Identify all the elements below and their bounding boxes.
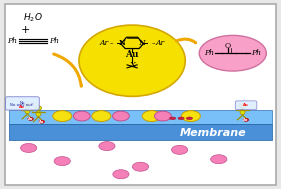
FancyBboxPatch shape bbox=[235, 101, 257, 110]
FancyArrowPatch shape bbox=[176, 39, 196, 43]
Text: Ar: Ar bbox=[155, 39, 165, 47]
Ellipse shape bbox=[240, 109, 245, 115]
Ellipse shape bbox=[73, 111, 90, 121]
Text: Au: Au bbox=[39, 120, 44, 124]
Ellipse shape bbox=[142, 111, 161, 122]
Ellipse shape bbox=[199, 35, 266, 71]
Text: X: X bbox=[129, 61, 135, 69]
Text: Au: Au bbox=[243, 118, 248, 122]
Ellipse shape bbox=[239, 104, 246, 108]
Polygon shape bbox=[9, 124, 272, 140]
Ellipse shape bbox=[36, 111, 41, 116]
Ellipse shape bbox=[113, 170, 129, 179]
Text: $H_2O$: $H_2O$ bbox=[23, 11, 43, 24]
Ellipse shape bbox=[186, 117, 192, 120]
Text: Au: Au bbox=[125, 50, 139, 59]
Polygon shape bbox=[9, 110, 272, 124]
Text: Au: Au bbox=[19, 105, 25, 109]
Text: –: – bbox=[151, 40, 155, 46]
Text: Ph: Ph bbox=[251, 49, 262, 57]
Ellipse shape bbox=[132, 162, 149, 171]
Text: Ph: Ph bbox=[204, 49, 214, 57]
Ellipse shape bbox=[25, 108, 30, 114]
Ellipse shape bbox=[79, 25, 185, 96]
Ellipse shape bbox=[169, 117, 176, 120]
Ellipse shape bbox=[92, 111, 111, 122]
Ellipse shape bbox=[21, 143, 37, 153]
Text: N: N bbox=[139, 40, 145, 47]
Ellipse shape bbox=[54, 157, 70, 166]
Ellipse shape bbox=[35, 106, 42, 110]
Text: Ph: Ph bbox=[7, 37, 17, 45]
Ellipse shape bbox=[24, 103, 30, 108]
Ellipse shape bbox=[181, 111, 200, 122]
Ellipse shape bbox=[53, 111, 72, 122]
Text: O: O bbox=[225, 42, 231, 50]
Text: Ph: Ph bbox=[49, 37, 59, 45]
Ellipse shape bbox=[178, 117, 184, 120]
Text: Au: Au bbox=[243, 103, 249, 107]
Text: –: – bbox=[109, 40, 113, 46]
Ellipse shape bbox=[155, 111, 171, 121]
FancyArrowPatch shape bbox=[54, 54, 81, 86]
Ellipse shape bbox=[211, 155, 227, 164]
Text: Ar: Ar bbox=[99, 39, 109, 47]
Ellipse shape bbox=[28, 117, 33, 120]
Text: +: + bbox=[21, 25, 31, 35]
Text: No: No bbox=[19, 101, 25, 105]
Text: N: N bbox=[119, 40, 126, 47]
FancyBboxPatch shape bbox=[5, 4, 276, 185]
Text: No way out!: No way out! bbox=[10, 103, 34, 107]
Ellipse shape bbox=[39, 120, 45, 123]
Ellipse shape bbox=[112, 111, 129, 121]
Ellipse shape bbox=[99, 142, 115, 151]
Ellipse shape bbox=[171, 145, 188, 154]
Ellipse shape bbox=[243, 118, 249, 121]
FancyBboxPatch shape bbox=[5, 97, 39, 110]
Text: Membrane: Membrane bbox=[180, 128, 246, 138]
Text: Au: Au bbox=[28, 117, 33, 121]
